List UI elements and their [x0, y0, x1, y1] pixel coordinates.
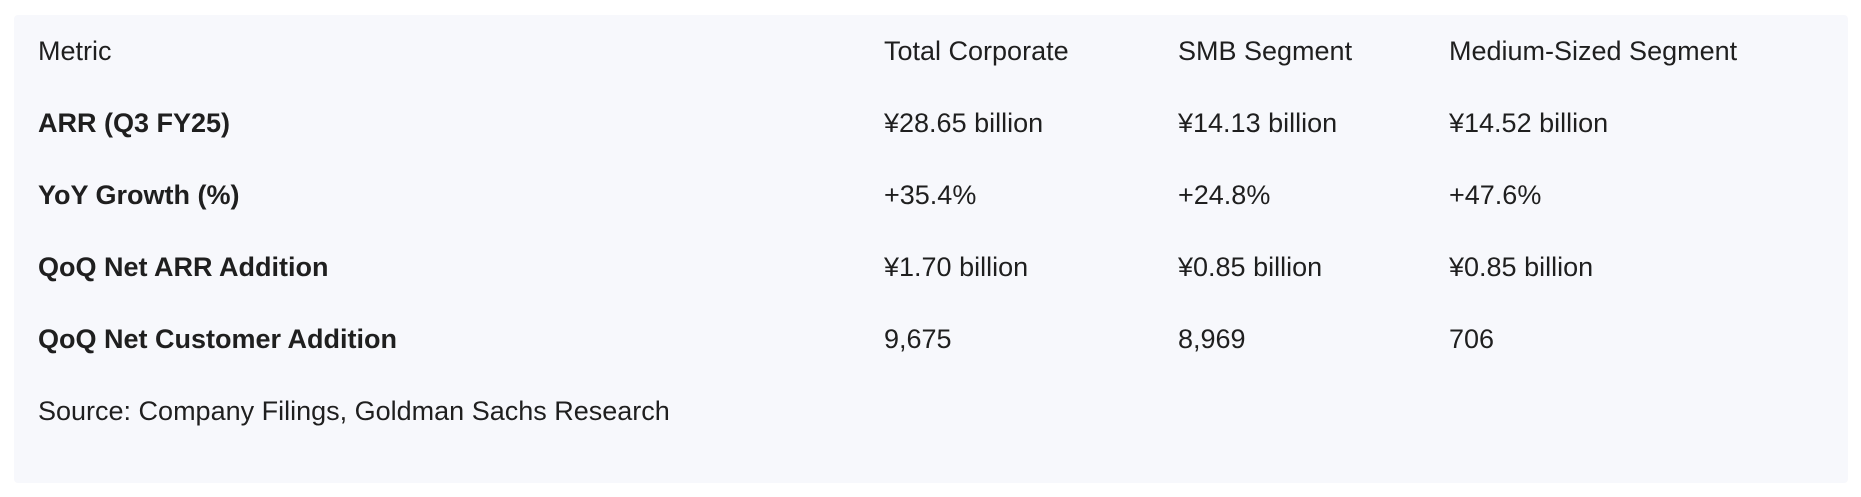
cell-smb-segment: ¥14.13 billion: [1178, 108, 1338, 138]
header-metric: Metric: [38, 36, 112, 66]
header-total-corporate: Total Corporate: [884, 36, 1069, 66]
cell-total-corporate: +35.4%: [884, 180, 977, 210]
cell-total-corporate: ¥1.70 billion: [884, 252, 1029, 282]
header-smb-segment: SMB Segment: [1178, 36, 1353, 66]
row-metric-label: QoQ Net Customer Addition: [38, 324, 397, 354]
cell-smb-segment: 8,969: [1178, 324, 1246, 354]
metrics-table: Metric Total Corporate SMB Segment Mediu…: [14, 15, 1848, 375]
table-header-row: Metric Total Corporate SMB Segment Mediu…: [14, 15, 1848, 87]
source-note: Source: Company Filings, Goldman Sachs R…: [38, 396, 670, 426]
cell-medium-sized-segment: ¥0.85 billion: [1449, 252, 1594, 282]
cell-total-corporate: ¥28.65 billion: [884, 108, 1044, 138]
table-row: ARR (Q3 FY25) ¥28.65 billion ¥14.13 bill…: [14, 87, 1848, 159]
table-row: QoQ Net Customer Addition 9,675 8,969 70…: [14, 303, 1848, 375]
cell-smb-segment: +24.8%: [1178, 180, 1271, 210]
cell-total-corporate: 9,675: [884, 324, 952, 354]
table-row: YoY Growth (%) +35.4% +24.8% +47.6%: [14, 159, 1848, 231]
cell-medium-sized-segment: ¥14.52 billion: [1449, 108, 1609, 138]
header-medium-sized-segment: Medium-Sized Segment: [1449, 36, 1738, 66]
row-metric-label: QoQ Net ARR Addition: [38, 252, 329, 282]
row-metric-label: ARR (Q3 FY25): [38, 108, 231, 138]
cell-medium-sized-segment: +47.6%: [1449, 180, 1542, 210]
table-row: QoQ Net ARR Addition ¥1.70 billion ¥0.85…: [14, 231, 1848, 303]
row-metric-label: YoY Growth (%): [38, 180, 240, 210]
metrics-table-panel: Metric Total Corporate SMB Segment Mediu…: [14, 15, 1848, 483]
cell-medium-sized-segment: 706: [1449, 324, 1495, 354]
cell-smb-segment: ¥0.85 billion: [1178, 252, 1323, 282]
